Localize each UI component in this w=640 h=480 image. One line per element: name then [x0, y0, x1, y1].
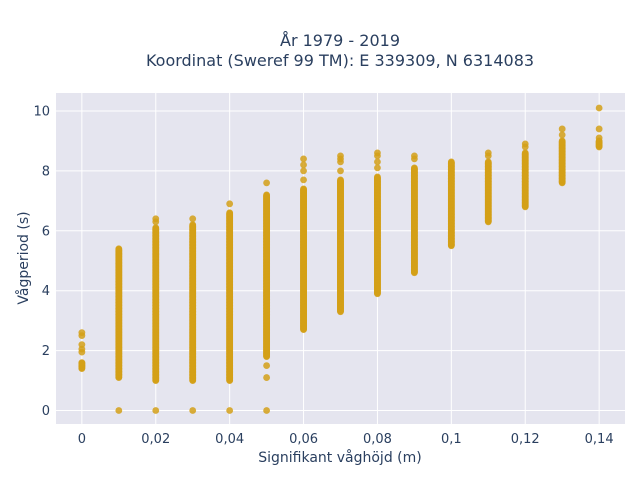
data-point — [263, 374, 271, 381]
data-point — [410, 152, 418, 160]
data-point — [189, 407, 197, 414]
y-tick-label: 10 — [33, 104, 50, 119]
data-point — [189, 221, 197, 229]
y-axis-title: Vågperiod (s) — [15, 211, 32, 304]
data-point — [300, 167, 307, 175]
y-tick-label: 8 — [42, 164, 50, 179]
y-tick-label: 4 — [42, 284, 50, 299]
x-tick-label: 0,04 — [215, 432, 244, 447]
data-point — [374, 173, 381, 181]
data-point — [152, 407, 160, 414]
data-point — [374, 149, 381, 157]
x-tick-label: 0,12 — [511, 432, 540, 447]
data-point — [115, 407, 123, 414]
y-tick-labels: 0 2 4 6 8 10 — [33, 104, 50, 419]
x-tick-label: 0,02 — [141, 432, 170, 447]
data-point — [300, 161, 307, 169]
data-point — [337, 167, 344, 175]
data-point — [337, 176, 344, 184]
data-point — [484, 149, 492, 157]
x-axis-title: Signifikant våghöjd (m) — [258, 449, 421, 466]
data-point — [78, 329, 86, 337]
data-point — [595, 125, 603, 133]
data-point — [300, 176, 307, 184]
data-point — [115, 245, 123, 253]
data-point — [152, 224, 160, 232]
data-point — [595, 104, 603, 112]
data-point — [263, 407, 271, 414]
y-tick-label: 0 — [42, 404, 50, 419]
data-point — [521, 140, 529, 148]
data-point — [263, 191, 271, 199]
y-tick-label: 2 — [42, 344, 50, 359]
data-points — [78, 104, 603, 414]
x-tick-label: 0,1 — [441, 432, 462, 447]
chart-title: År 1979 - 2019 — [280, 31, 400, 50]
data-point — [484, 158, 492, 166]
data-point — [189, 215, 197, 223]
data-point — [78, 341, 86, 349]
data-point — [337, 152, 344, 160]
x-tick-label: 0,08 — [363, 432, 392, 447]
data-point — [78, 359, 86, 366]
x-tick-label: 0,14 — [585, 432, 614, 447]
data-point — [558, 125, 566, 133]
x-tick-labels: 0 0,02 0,04 0,06 0,08 0,1 0,12 0,14 — [78, 432, 614, 447]
data-point — [300, 155, 307, 163]
data-point — [558, 137, 566, 145]
data-point — [521, 149, 529, 157]
data-point — [226, 407, 234, 414]
data-point — [300, 185, 307, 193]
chart-subtitle: Koordinat (Sweref 99 TM): E 339309, N 63… — [146, 51, 534, 70]
x-tick-label: 0 — [78, 432, 86, 447]
data-point — [226, 209, 234, 217]
data-point — [263, 362, 271, 369]
data-point — [263, 179, 271, 187]
data-point — [374, 164, 381, 172]
x-tick-label: 0,06 — [289, 432, 318, 447]
y-tick-label: 6 — [42, 224, 50, 239]
data-point — [410, 164, 418, 172]
data-point — [152, 215, 160, 223]
data-point — [595, 134, 603, 142]
data-point — [558, 131, 566, 139]
data-point — [226, 200, 234, 208]
data-point — [374, 158, 381, 166]
data-point — [447, 158, 455, 166]
